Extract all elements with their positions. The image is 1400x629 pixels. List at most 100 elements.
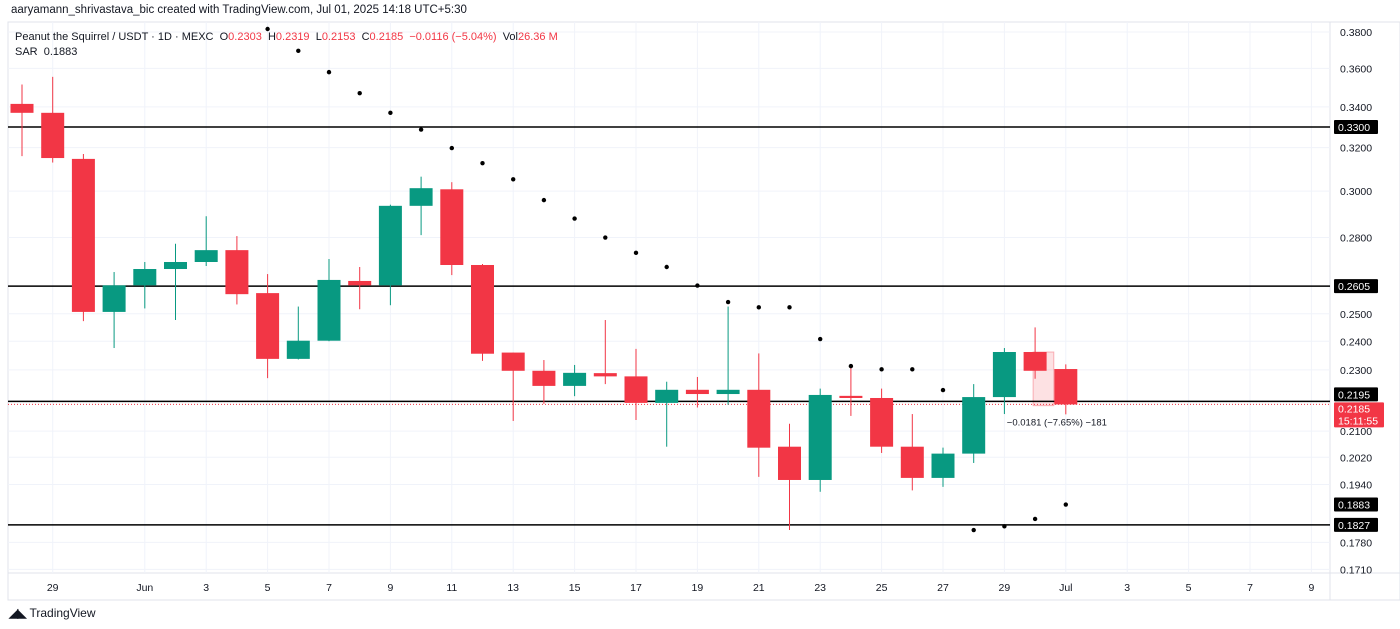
candle-body <box>931 453 955 478</box>
x-tick-label: 13 <box>507 582 519 594</box>
candle-body <box>778 446 801 480</box>
x-tick-label: 17 <box>630 582 642 594</box>
candle-body <box>317 279 341 341</box>
x-tick-label: 21 <box>753 582 765 594</box>
sar-dot <box>480 160 485 166</box>
sar-dot <box>1063 502 1069 507</box>
x-tick-label: 23 <box>814 582 826 594</box>
sar-dot <box>388 110 393 116</box>
x-tick-label: 7 <box>1247 582 1253 594</box>
candle-body <box>378 205 402 286</box>
open-value: 0.2303 <box>228 31 262 43</box>
sar-dot <box>971 527 976 533</box>
sar-dot <box>265 26 270 32</box>
candle-body <box>440 189 464 265</box>
candle-body <box>685 389 709 395</box>
tradingview-brand[interactable]: ◢◣ TradingView <box>9 606 96 620</box>
candle-body <box>409 188 433 206</box>
candle-body <box>10 103 34 113</box>
candle-body <box>194 250 218 262</box>
candle-body <box>808 394 832 480</box>
x-tick-label: 5 <box>265 582 271 594</box>
bar-countdown-label: 15:11:55 <box>1338 415 1378 427</box>
sar-dot <box>357 90 362 96</box>
low-label: L <box>315 31 322 43</box>
level-price-label: 0.1827 <box>1338 520 1370 532</box>
sar-dot <box>910 367 915 372</box>
candle-body <box>256 293 280 359</box>
low-value: 0.2153 <box>321 31 356 43</box>
sar-dot <box>572 216 577 221</box>
candle-body <box>870 397 894 447</box>
y-tick-label: 0.3000 <box>1340 186 1372 198</box>
candle-body <box>900 446 924 478</box>
level-price-label-bg <box>1334 279 1378 294</box>
candle-body <box>716 389 740 395</box>
candle-body <box>102 285 126 312</box>
x-tick-label: 3 <box>203 582 209 594</box>
x-tick-label: 3 <box>1124 582 1130 594</box>
y-tick-label: 0.1780 <box>1340 537 1372 549</box>
sar-price-label: 0.1883 <box>1338 500 1370 512</box>
candle-body <box>962 397 986 454</box>
y-tick-label: 0.3400 <box>1340 102 1372 114</box>
ohlc-row: Peanut the Squirrel / USDT · 1D · MEXC O… <box>15 30 558 45</box>
sar-dot <box>1002 524 1007 529</box>
sar-dot <box>879 367 884 372</box>
x-tick-label: 15 <box>569 582 581 594</box>
y-tick-label: 0.2020 <box>1340 452 1372 464</box>
y-tick-label: 0.2500 <box>1340 309 1372 321</box>
candle-body <box>563 372 587 386</box>
candle-body <box>532 370 556 386</box>
y-tick-label: 0.3600 <box>1340 63 1372 75</box>
candle-body <box>593 373 617 377</box>
level-price-label-bg <box>1334 517 1378 532</box>
candle-body <box>41 112 65 159</box>
close-label: C <box>361 31 370 43</box>
level-price-label: 0.3300 <box>1338 122 1370 134</box>
y-tick-label: 0.3800 <box>1340 27 1372 39</box>
candle-body <box>501 352 525 371</box>
candle-body <box>164 261 187 270</box>
x-tick-label: 25 <box>876 582 888 594</box>
candle-body <box>471 264 494 354</box>
sar-dot <box>725 299 731 305</box>
x-tick-label: 19 <box>692 582 704 594</box>
sar-row[interactable]: SAR 0.1883 <box>15 45 558 60</box>
x-tick-label: 5 <box>1186 582 1192 594</box>
y-tick-label: 0.2400 <box>1340 336 1372 348</box>
x-tick-label: 9 <box>387 582 393 594</box>
candle-body <box>655 389 679 403</box>
y-tick-label: 0.2300 <box>1340 365 1372 377</box>
x-tick-label: 9 <box>1308 582 1314 594</box>
x-tick-label: 29 <box>999 582 1011 594</box>
sar-label: SAR <box>15 46 38 58</box>
candle-body <box>133 269 157 286</box>
sar-price-label-bg <box>1334 497 1378 512</box>
level-price-label: 0.2605 <box>1338 281 1370 293</box>
sar-dot <box>848 363 854 369</box>
sar-dot <box>296 48 301 54</box>
symbol-title[interactable]: Peanut the Squirrel / USDT · 1D · MEXC <box>15 31 214 43</box>
candle-body <box>1054 369 1078 405</box>
measure-label: −0.0181 (−7.65%) −181 <box>1007 418 1107 429</box>
last-price-label-bg <box>1334 402 1384 428</box>
x-tick-label: Jun <box>136 582 153 594</box>
x-tick-label: 11 <box>446 582 457 594</box>
sar-dot <box>633 250 639 256</box>
candle-body <box>992 352 1016 398</box>
level-price-label-bg <box>1334 387 1378 402</box>
candle-body <box>286 340 310 359</box>
candle-body <box>839 395 863 398</box>
brand-label: TradingView <box>29 606 96 620</box>
chart-frame <box>7 21 1400 601</box>
sar-dot <box>787 305 792 310</box>
change-value: −0.0116 (−5.04%) <box>409 31 497 43</box>
sar-dot <box>541 197 547 203</box>
volume-label: Vol <box>502 31 518 43</box>
sar-dot <box>449 145 454 151</box>
candle-body <box>624 376 648 403</box>
sar-dot <box>818 336 823 342</box>
candle-body <box>1023 352 1047 371</box>
